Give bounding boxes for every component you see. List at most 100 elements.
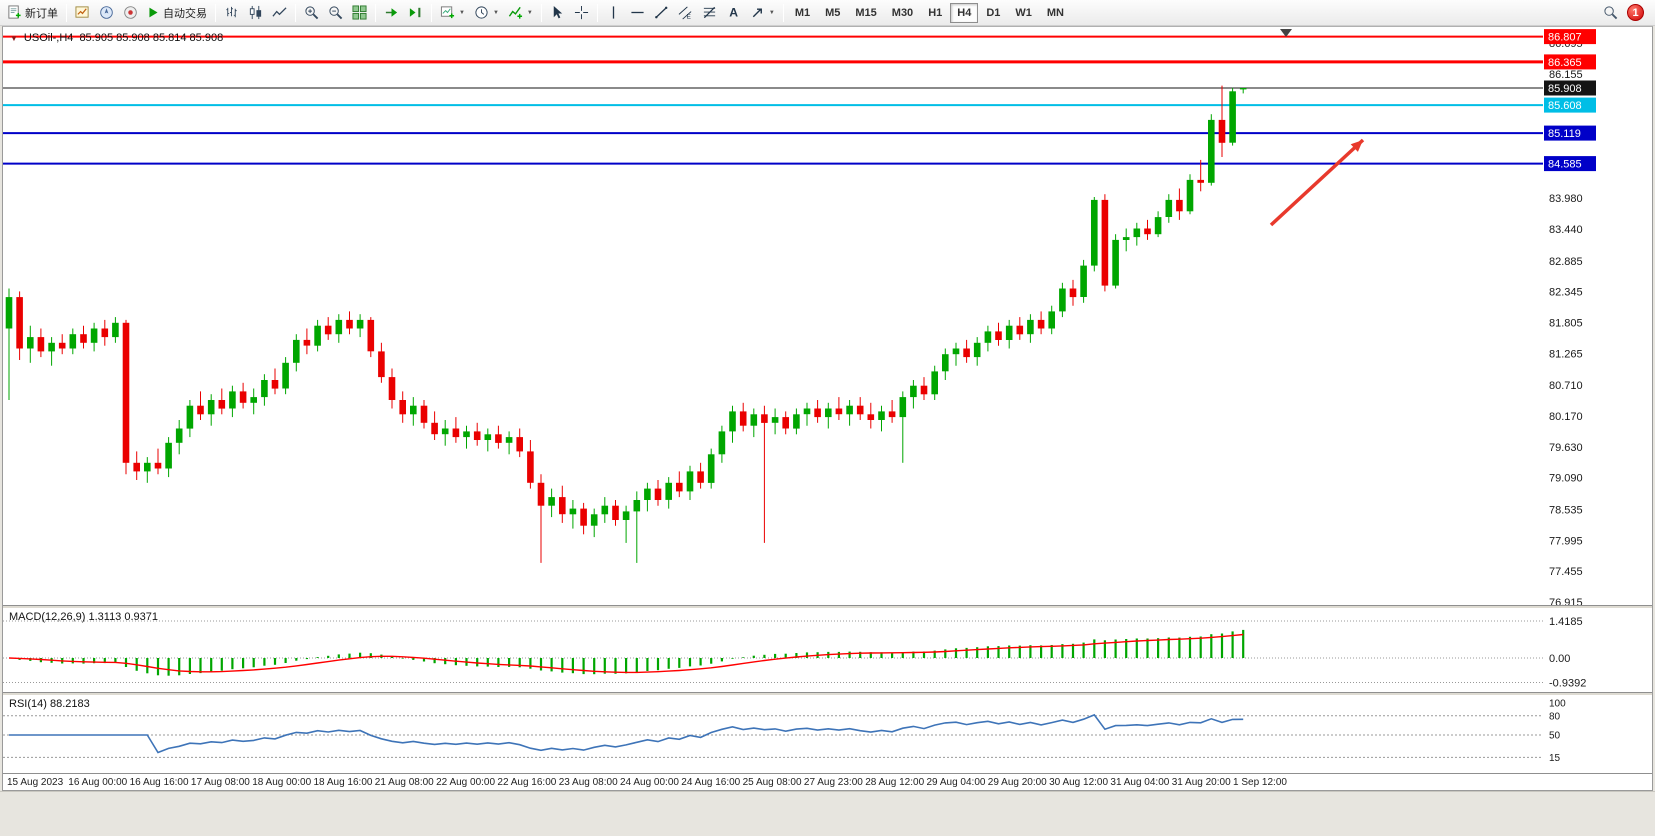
terminal-button[interactable] [119, 2, 142, 24]
market-watch-button[interactable] [71, 2, 94, 24]
autotrading-button[interactable]: 自动交易 [143, 2, 211, 24]
svg-text:100: 100 [1549, 699, 1566, 710]
timeframe-w1[interactable]: W1 [1015, 6, 1032, 19]
fibonacci-button[interactable] [698, 2, 721, 24]
svg-text:A: A [729, 6, 738, 20]
bar-chart-icon [224, 5, 239, 20]
new-chart-icon [440, 5, 455, 20]
equidistant-channel-button[interactable]: E [674, 2, 697, 24]
time-axis[interactable]: 15 Aug 2023 16 Aug 00:00 16 Aug 16:00 17 Au… [3, 773, 1652, 790]
new-order-button[interactable]: 新订单 [3, 2, 62, 24]
svg-text:78.535: 78.535 [1549, 504, 1583, 516]
svg-text:82.885: 82.885 [1549, 256, 1583, 268]
svg-text:83.440: 83.440 [1549, 224, 1583, 236]
svg-text:85.608: 85.608 [1548, 100, 1582, 112]
rsi-line [9, 713, 1244, 754]
timeframe-h4[interactable]: H4 [950, 2, 979, 23]
timeframe-m30[interactable]: M30 [891, 6, 914, 19]
new-chart-button[interactable]: ▼ [436, 2, 469, 24]
time-label: 22 Aug 00:00 [436, 777, 496, 788]
svg-text:76.915: 76.915 [1549, 597, 1583, 605]
text-label-button[interactable]: A [722, 2, 745, 24]
new-order-label: 新订单 [25, 7, 58, 20]
periods-button[interactable]: ▼ [470, 2, 503, 24]
chevron-down-icon: ▼ [526, 9, 533, 16]
price-badges: 86.807 86.365 85.908 85.608 85.119 84.585 [1544, 29, 1596, 172]
timeframe-m5[interactable]: M5 [825, 6, 841, 19]
panel-splitter[interactable] [3, 692, 1652, 695]
tile-windows-button[interactable] [348, 2, 371, 24]
chart-shift-button[interactable] [404, 2, 427, 24]
indicators-button[interactable]: ▼ [504, 2, 537, 24]
expand-triangle-icon[interactable]: ▼ [10, 33, 18, 43]
line-chart-button[interactable] [268, 2, 291, 24]
vertical-line-icon [606, 5, 621, 20]
zoom-out-button[interactable] [324, 2, 347, 24]
arrows-button[interactable]: ▼ [746, 2, 779, 24]
timeframe-h1[interactable]: H1 [928, 6, 943, 19]
time-label: 24 Aug 16:00 [681, 777, 741, 788]
navigator-icon [99, 5, 114, 20]
timeframe-m15[interactable]: M15 [855, 6, 877, 19]
bar-chart-button[interactable] [220, 2, 243, 24]
zoom-in-button[interactable] [300, 2, 323, 24]
symbol-period-label: USOil-,H4 [23, 32, 74, 44]
time-label: 29 Aug 20:00 [987, 777, 1047, 788]
clock-icon [474, 5, 489, 20]
notification-badge[interactable]: 1 [1627, 4, 1644, 21]
svg-text:79.090: 79.090 [1549, 473, 1583, 485]
horizontal-line-button[interactable] [626, 2, 649, 24]
rsi-panel: RSI(14) 88.2183 100 80 50 15 [3, 695, 1652, 773]
svg-text:80.710: 80.710 [1549, 380, 1583, 392]
candlestick-chart[interactable]: 86.69586.15583.98083.44082.88582.34581.8… [3, 27, 1652, 605]
svg-text:82.345: 82.345 [1549, 287, 1583, 299]
chevron-down-icon: ▼ [768, 9, 775, 16]
macd-chart[interactable]: 1.4185 0.00 -0.9392 [3, 608, 1652, 692]
time-label: 30 Aug 12:00 [1049, 777, 1109, 788]
time-label: 16 Aug 00:00 [68, 777, 128, 788]
cursor-icon [550, 5, 565, 20]
search-button[interactable] [1599, 2, 1622, 24]
svg-text:77.995: 77.995 [1549, 535, 1583, 547]
candlestick-icon [248, 5, 263, 20]
time-label: 15 Aug 2023 [7, 777, 64, 788]
autotrading-play-icon [147, 6, 160, 19]
trendline-button[interactable] [650, 2, 673, 24]
macd-panel: MACD(12,26,9) 1.3113 0.9371 1.4185 0.00 -0… [3, 608, 1652, 692]
candlestick-button[interactable] [244, 2, 267, 24]
price-lines [3, 35, 1543, 165]
timeframe-mn[interactable]: MN [1046, 6, 1064, 19]
navigator-button[interactable] [95, 2, 118, 24]
svg-text:84.585: 84.585 [1548, 159, 1582, 171]
macd-header: MACD(12,26,9) 1.3113 0.9371 [9, 611, 158, 623]
chart-window: ▼ USOil-,H4 85.905 85.908 85.814 85.908 … [2, 26, 1653, 791]
panel-splitter[interactable] [3, 605, 1652, 608]
vertical-line-button[interactable] [602, 2, 625, 24]
timeframe-d1[interactable]: D1 [986, 6, 1001, 19]
toolbar-separator [66, 3, 67, 22]
time-label: 18 Aug 16:00 [313, 777, 373, 788]
autotrading-label: 自动交易 [163, 7, 207, 20]
svg-text:1.4185: 1.4185 [1549, 616, 1583, 628]
main-toolbar: 新订单 自动交易 ▼ [0, 0, 1655, 26]
search-icon [1603, 5, 1618, 20]
cursor-button[interactable] [546, 2, 569, 24]
crosshair-icon [574, 5, 589, 20]
time-label: 23 Aug 08:00 [558, 777, 618, 788]
new-order-icon [7, 5, 22, 20]
macd-histogram [18, 629, 1245, 676]
chart-shift-icon [408, 5, 423, 20]
candles [5, 85, 1247, 563]
crosshair-button[interactable] [570, 2, 593, 24]
timeframe-m1[interactable]: M1 [794, 6, 811, 19]
fibonacci-icon [702, 5, 717, 20]
auto-scroll-button[interactable] [380, 2, 403, 24]
trendline-icon [654, 5, 669, 20]
price-axis-labels: 86.69586.15583.98083.44082.88582.34581.8… [1549, 38, 1583, 605]
svg-text:-0.9392: -0.9392 [1549, 678, 1586, 690]
zoom-in-icon [304, 5, 319, 20]
svg-text:0.00: 0.00 [1549, 653, 1570, 665]
terminal-icon [123, 5, 138, 20]
svg-text:80: 80 [1549, 711, 1561, 722]
